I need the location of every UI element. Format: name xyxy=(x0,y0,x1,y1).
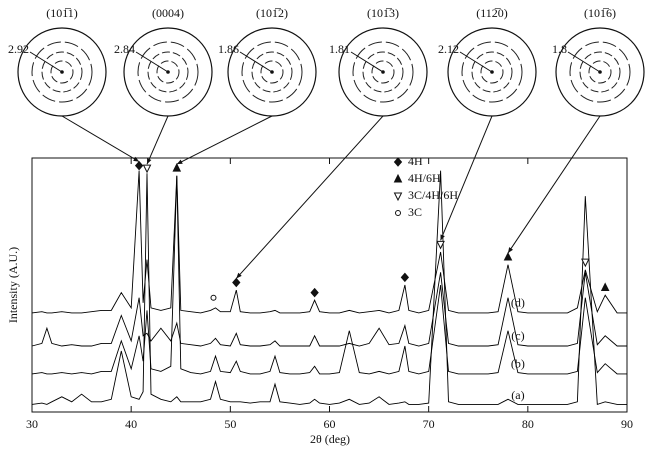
pole-figure-title: (101̅3) xyxy=(367,6,399,20)
trace-label: (b) xyxy=(511,356,525,370)
legend-label: 4H/6H xyxy=(408,171,441,185)
marker-4h xyxy=(233,278,240,286)
legend-label: 3C xyxy=(408,205,422,219)
trace-label: (c) xyxy=(511,328,524,342)
x-tick-label: 90 xyxy=(621,417,633,431)
legend-label: 3C/4H/6H xyxy=(408,188,458,202)
marker-4h xyxy=(311,289,318,297)
pole-figure-arrow xyxy=(508,116,600,253)
marker-3c4h6h xyxy=(144,165,151,172)
marker-3c xyxy=(211,295,216,300)
marker-3c xyxy=(396,211,401,216)
x-tick-label: 30 xyxy=(26,417,38,431)
pole-figure-title: (0004) xyxy=(152,6,184,20)
pole-figure-arrow xyxy=(236,116,383,278)
y-axis-label: Intensity (A.U.) xyxy=(6,247,20,323)
pole-figure-title: (101̅6) xyxy=(584,6,616,20)
xrd-trace xyxy=(32,171,627,313)
x-tick-label: 60 xyxy=(324,417,336,431)
x-tick-label: 50 xyxy=(224,417,236,431)
pole-figure-arrow xyxy=(62,116,139,162)
pole-figure-max: 1.8 xyxy=(552,42,567,56)
marker-4h6h xyxy=(173,164,180,171)
x-tick-label: 80 xyxy=(522,417,534,431)
marker-4h6h xyxy=(505,253,512,260)
pole-figure-max: 1.86 xyxy=(218,42,239,56)
x-tick-label: 70 xyxy=(423,417,435,431)
marker-4h xyxy=(136,162,143,170)
xrd-trace xyxy=(32,171,627,405)
arrow-head xyxy=(508,247,513,253)
pole-figure-max: 2.92 xyxy=(8,42,29,56)
x-axis-label: 2θ (deg) xyxy=(310,432,350,446)
pole-figure-arrow xyxy=(177,116,272,164)
pole-figure-title: (101̅1) xyxy=(46,6,78,20)
xrd-trace xyxy=(32,176,627,374)
trace-label: (a) xyxy=(511,388,524,402)
marker-4h xyxy=(401,273,408,281)
xrd-trace xyxy=(32,272,627,346)
legend-label: 4H xyxy=(408,154,423,168)
pole-figure-title: (101̅2) xyxy=(256,6,288,20)
pole-figure-title: (112̅0) xyxy=(476,6,508,20)
marker-3c4h6h xyxy=(395,193,402,200)
pole-figure-max: 2.84 xyxy=(114,42,135,56)
pole-figure-max: 1.81 xyxy=(329,42,350,56)
figure: 2θ (deg) Intensity (A.U.) 30 40 50 60 70 80 90… xyxy=(0,0,664,450)
marker-4h xyxy=(395,158,402,166)
pole-figure-max: 2.12 xyxy=(438,42,459,56)
pole-figure-arrow xyxy=(147,116,168,164)
x-tick-label: 40 xyxy=(125,417,137,431)
pole-figure-arrow xyxy=(441,116,492,240)
trace-label: (d) xyxy=(511,295,525,309)
marker-4h6h xyxy=(395,175,402,182)
marker-4h6h xyxy=(602,284,609,291)
